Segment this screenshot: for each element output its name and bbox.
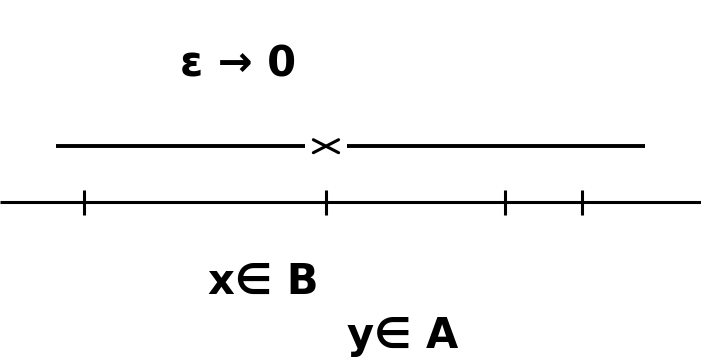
Text: ε → 0: ε → 0 (180, 44, 297, 86)
Text: y∈ A: y∈ A (348, 315, 458, 357)
Text: x∈ B: x∈ B (207, 261, 318, 303)
